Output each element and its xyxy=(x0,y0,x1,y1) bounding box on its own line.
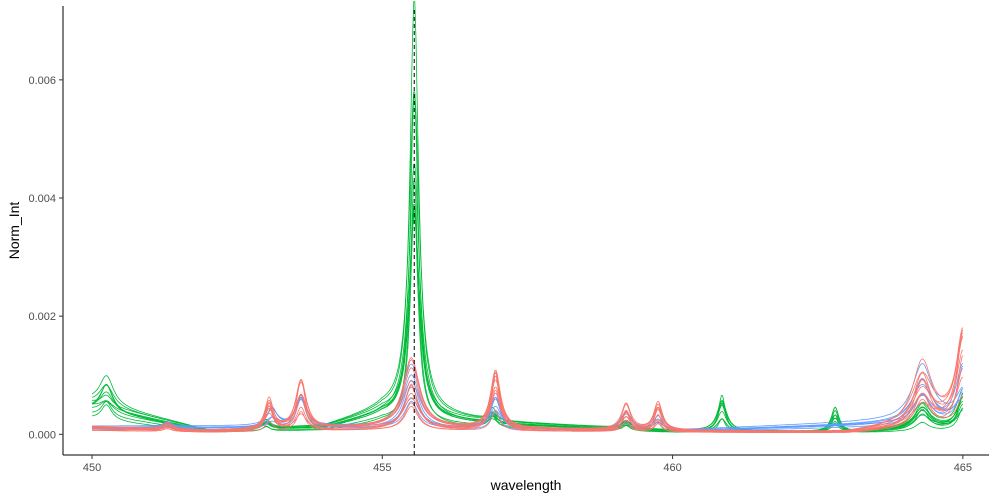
x-tick-label: 460 xyxy=(663,462,681,474)
y-axis-title: Norm_Int xyxy=(6,202,22,260)
spectrum-line xyxy=(92,355,964,433)
y-tick-label: 0.002 xyxy=(28,311,56,323)
x-tick-label: 455 xyxy=(373,462,391,474)
y-tick-label: 0.004 xyxy=(28,193,56,205)
y-tick-label: 0.006 xyxy=(28,75,56,87)
x-axis-ticks: 450 455 460 465 xyxy=(83,455,972,474)
spectrum-line xyxy=(92,327,964,432)
x-tick-label: 450 xyxy=(83,462,101,474)
series-layer xyxy=(91,1,964,433)
spectrum-line xyxy=(92,371,964,433)
y-axis-ticks: 0.000 0.002 0.004 0.006 xyxy=(28,75,63,441)
y-tick-label: 0.000 xyxy=(28,429,56,441)
x-tick-label: 465 xyxy=(954,462,972,474)
x-axis-title: wavelength xyxy=(490,477,562,493)
